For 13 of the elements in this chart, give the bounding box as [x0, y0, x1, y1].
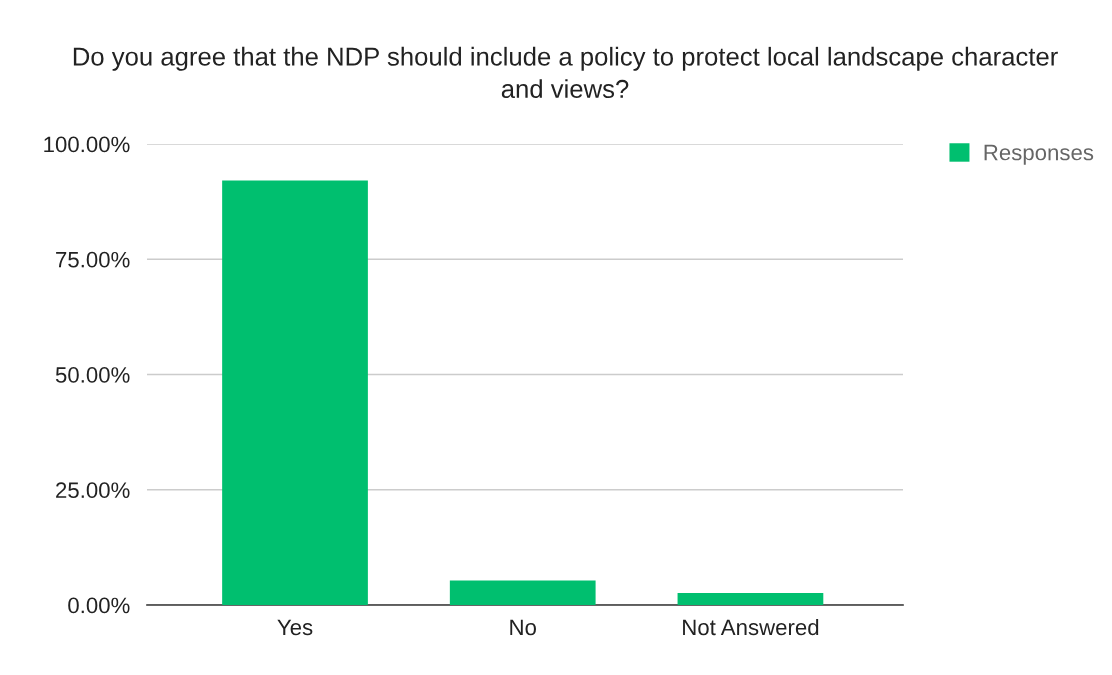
x-tick-label: Yes	[277, 619, 313, 636]
x-tick-label: No	[510, 619, 536, 636]
y-tick-label: 75.00%	[56, 251, 130, 268]
x-tick-label: Not Answered	[683, 618, 819, 636]
y-tick-label: 25.00%	[56, 482, 130, 499]
y-tick-label: 0.00%	[68, 597, 130, 614]
legend-label: Responses	[984, 144, 1094, 165]
bar	[449, 580, 596, 605]
chart-title: Do you agree that the NDP should include a policy to protect local landscape character and views?	[73, 46, 1058, 99]
y-tick-label: 50.00%	[55, 367, 130, 383]
bar	[222, 180, 368, 605]
y-tick-label: 100.00%	[44, 136, 130, 153]
bar	[677, 593, 824, 605]
